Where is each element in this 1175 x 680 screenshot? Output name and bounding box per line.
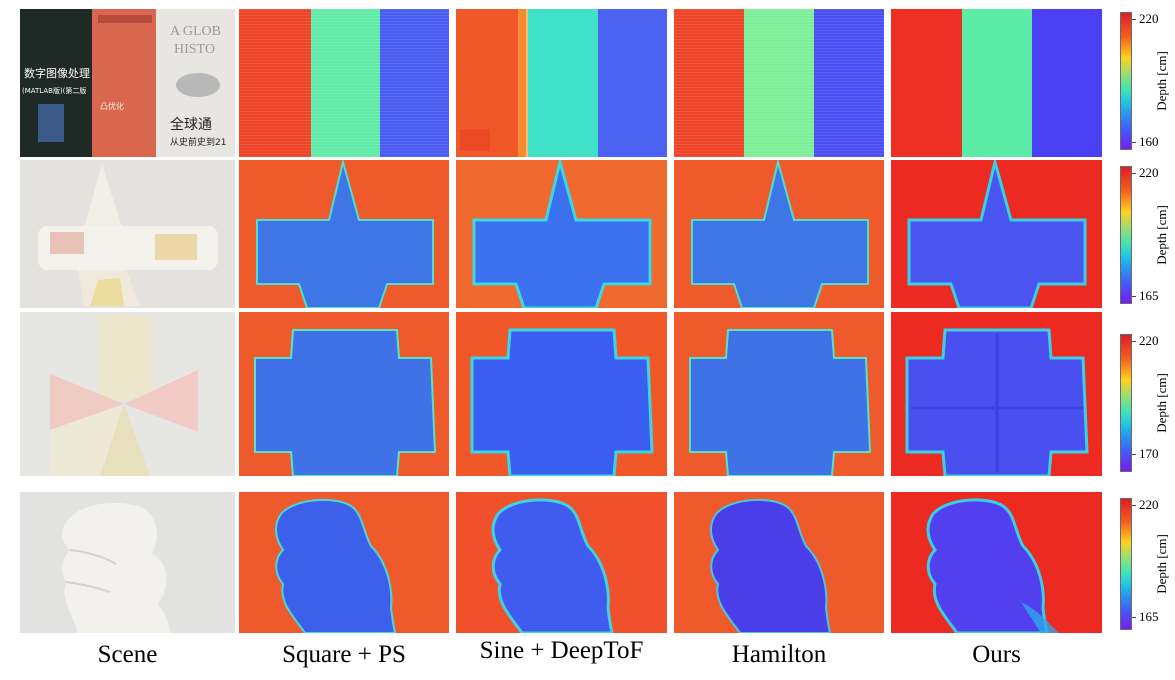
colorbar-min: 165 (1139, 288, 1159, 303)
depth-map-cone-cross-hamilton (674, 160, 884, 308)
svg-text:HISTO: HISTO (174, 42, 215, 57)
depth-region-near (598, 9, 667, 157)
depth-map-hand-ours (891, 492, 1102, 633)
colorbar-min: 165 (1139, 609, 1159, 624)
depth-map-box-cross-hamilton (674, 312, 884, 476)
depth-map-cone-cross-square-ps (239, 160, 449, 308)
object-silhouette (907, 160, 1087, 308)
depth-map-books-hamilton (674, 9, 884, 157)
colorbar-gradient (1120, 334, 1132, 472)
colorbar-max: 220 (1139, 11, 1159, 26)
colorbar-label: Depth [cm] (1154, 51, 1169, 111)
scene-image-cone-cross (20, 160, 235, 308)
svg-text:全球通: 全球通 (170, 116, 212, 133)
object-silhouette (689, 329, 872, 476)
depth-map-books-square-ps (239, 9, 449, 157)
depth-region-mid (528, 9, 598, 157)
column-label-square-ps: Square + PS (282, 641, 406, 668)
colorbar-row4: 220 165 Depth [cm] (1120, 498, 1172, 630)
depth-map-box-cross-sine-deeptof (456, 312, 667, 476)
column-label-ours: Ours (972, 641, 1021, 668)
svg-text:(MATLAB版)(第二版: (MATLAB版)(第二版 (22, 86, 86, 95)
colorbar-label: Depth [cm] (1154, 373, 1169, 433)
depth-map-books-sine-deeptof (456, 9, 667, 157)
colorbar-gradient (1120, 12, 1132, 150)
scene-image-hand (20, 492, 235, 633)
depth-region-near (1032, 9, 1102, 157)
depth-map-cone-cross-sine-deeptof (456, 160, 667, 308)
depth-map-books-ours (891, 9, 1102, 157)
depth-region-mid (962, 9, 1032, 157)
column-label-sine-deeptof: Sine + DeepToF (479, 637, 644, 664)
colorbar-max: 220 (1139, 497, 1159, 512)
colorbar-min: 170 (1139, 446, 1159, 461)
colorbar-row2: 220 165 Depth [cm] (1120, 166, 1172, 304)
depth-map-box-cross-ours (891, 312, 1102, 476)
colorbar-row3: 220 170 Depth [cm] (1120, 334, 1172, 472)
depth-map-hand-hamilton (674, 492, 884, 633)
colorbar-gradient (1120, 498, 1132, 630)
object-silhouette (254, 329, 437, 476)
colorbar-gradient (1120, 166, 1132, 304)
svg-text:A GLOB: A GLOB (170, 24, 221, 39)
object-silhouette (691, 160, 869, 308)
svg-text:数字图像处理: 数字图像处理 (24, 66, 90, 80)
depth-map-cone-cross-ours (891, 160, 1102, 308)
scene-image-books: 数字图像处理 (MATLAB版)(第二版 凸优化 A GLOB HISTO 全球… (20, 9, 235, 157)
svg-text:从史前史到21: 从史前史到21 (170, 136, 226, 148)
object-silhouette (491, 498, 614, 633)
colorbar-max: 220 (1139, 165, 1159, 180)
object-silhouette (472, 160, 652, 308)
object-silhouette (470, 328, 654, 476)
object-silhouette (256, 160, 434, 308)
colorbar-label: Depth [cm] (1154, 534, 1169, 594)
depth-region-far (891, 9, 962, 157)
depth-map-hand-sine-deeptof (456, 492, 667, 633)
scene-image-box-cross (20, 312, 235, 476)
column-label-hamilton: Hamilton (731, 641, 827, 668)
depth-map-box-cross-square-ps (239, 312, 449, 476)
depth-map-hand-square-ps (239, 492, 449, 633)
column-label-scene: Scene (97, 641, 158, 668)
colorbar-row1: 220 160 Depth [cm] (1120, 12, 1172, 150)
colorbar-min: 160 (1139, 134, 1159, 149)
svg-text:凸优化: 凸优化 (100, 101, 124, 111)
object-silhouette (275, 498, 397, 633)
object-silhouette (710, 498, 832, 633)
colorbar-label: Depth [cm] (1154, 205, 1169, 265)
colorbar-max: 220 (1139, 333, 1159, 348)
